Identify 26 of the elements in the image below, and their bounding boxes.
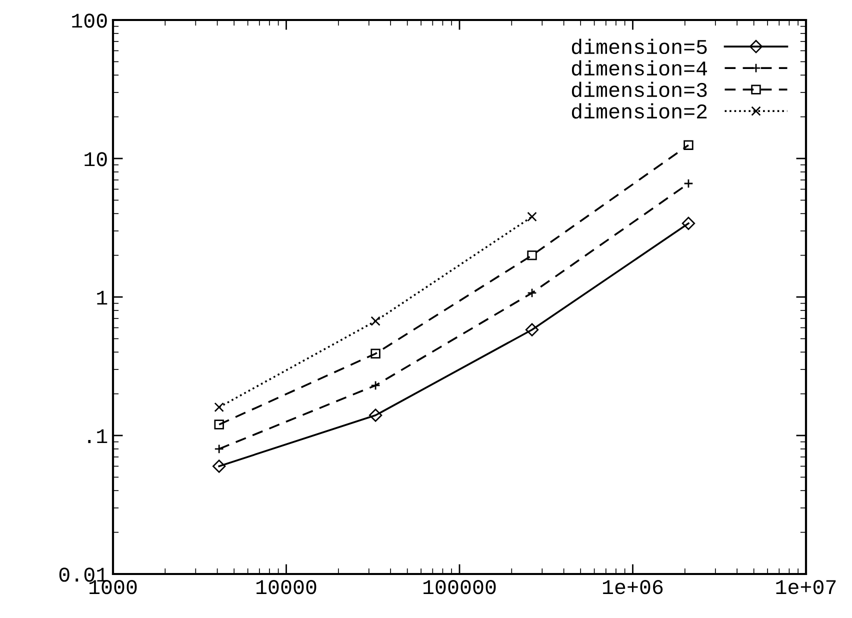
x-tick-label: 1e+07	[776, 580, 836, 594]
point	[527, 250, 537, 260]
point	[682, 216, 696, 230]
point	[525, 323, 539, 336]
y-tick-label: 0.01	[59, 568, 108, 582]
point	[684, 140, 694, 150]
x-tick-label: 1e+06	[603, 580, 663, 594]
legend-label: dimension=4	[572, 60, 708, 76]
x-tick-label: 100000	[423, 580, 496, 594]
legend-label: dimension=3	[572, 82, 707, 98]
point	[370, 316, 380, 326]
y-tick-label: .1	[88, 429, 108, 444]
x-tick-label: 10000	[256, 580, 316, 594]
point	[527, 212, 537, 222]
point	[370, 348, 380, 358]
point	[212, 460, 226, 473]
legend-label: dimension=5	[572, 38, 707, 54]
x-tick-label: 1000	[90, 580, 137, 594]
point	[214, 402, 224, 412]
y-tick-label: 1	[97, 290, 108, 305]
y-tick-label: 100	[72, 14, 107, 28]
legend-label: dimension=2	[572, 103, 707, 119]
point	[368, 408, 382, 422]
point	[684, 178, 694, 188]
y-tick-label: 10	[84, 152, 107, 166]
point	[214, 420, 224, 430]
